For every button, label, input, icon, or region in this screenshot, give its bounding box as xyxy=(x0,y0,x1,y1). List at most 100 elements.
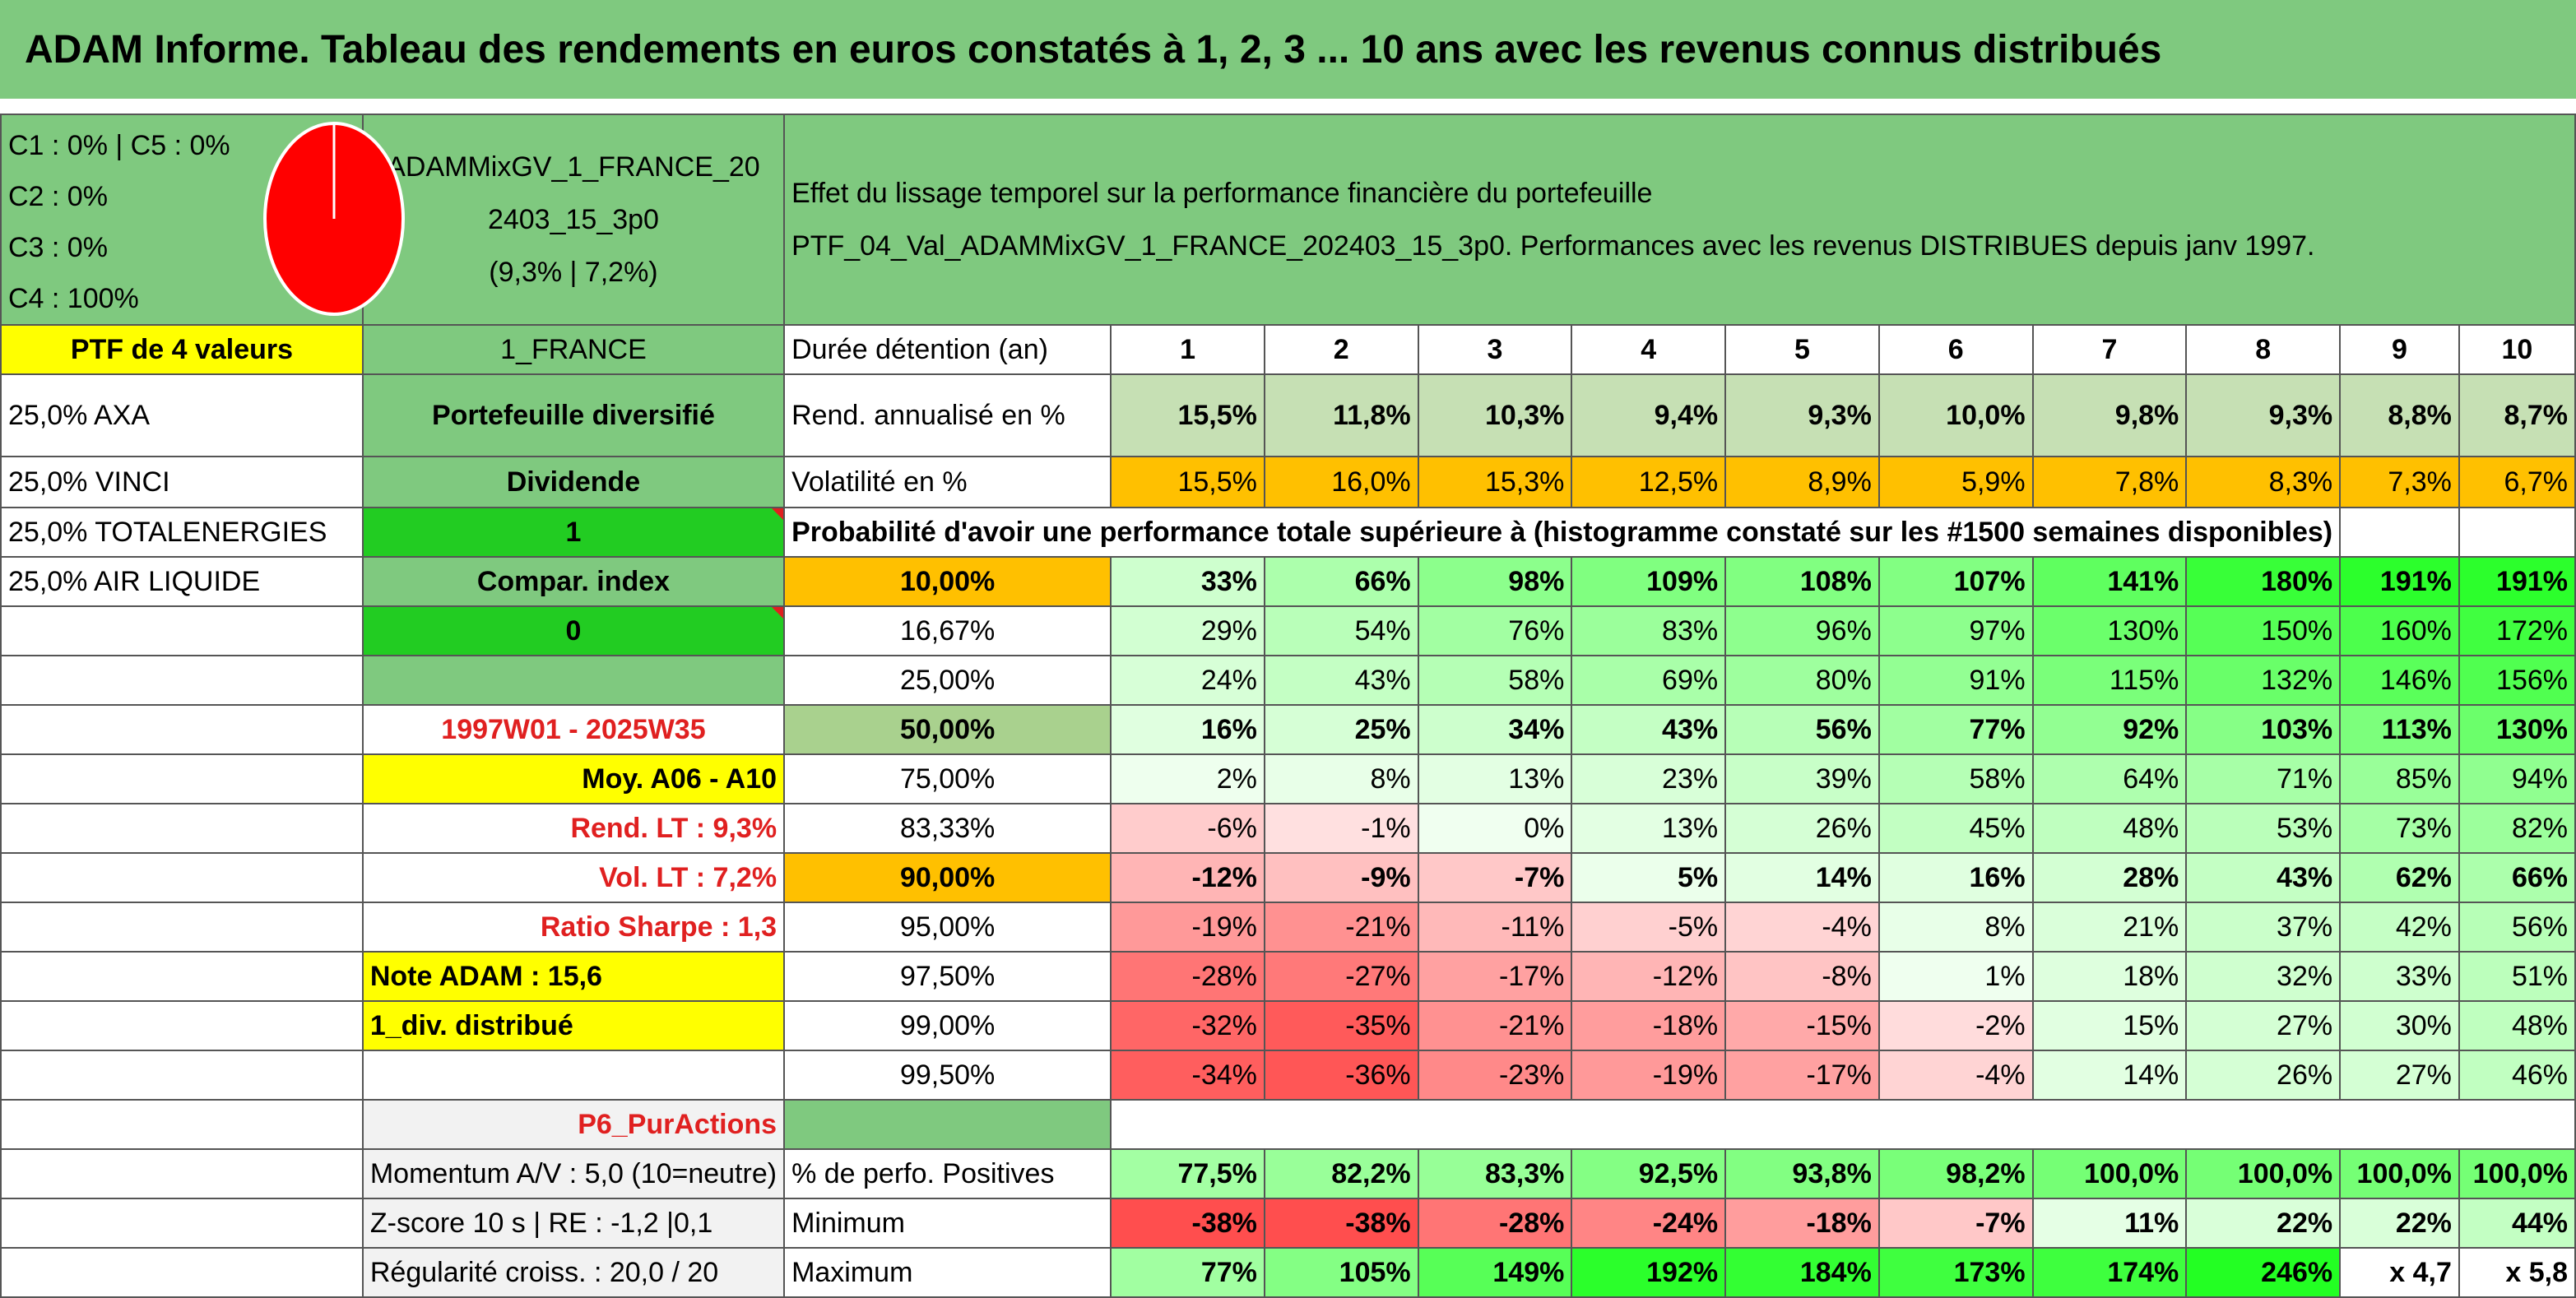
rend-value: 9,4% xyxy=(1571,373,1727,457)
portfolio-name-line: ADAMMixGV_1_FRANCE_20 xyxy=(387,151,760,183)
compar-label: Compar. index xyxy=(361,556,786,607)
prob-value: 172% xyxy=(2458,605,2576,656)
sharpe-label: Ratio Sharpe : 1,3 xyxy=(361,902,786,953)
prob-value: 14% xyxy=(1724,852,1880,903)
table-row: Z-score 10 s | RE : -1,2 |0,1 Minimum -38%… xyxy=(0,1198,2576,1249)
pos-value: 100,0% xyxy=(2185,1148,2342,1199)
description-line: PTF_04_Val_ADAMMixGV_1_FRANCE_202403_15_… xyxy=(791,230,2315,262)
prob-value: 37% xyxy=(2185,902,2342,953)
table-row: 1_div. distribué 99,00% -32% -35% -21% -18% -1… xyxy=(0,1000,2576,1051)
table-row: 25,0% AIR LIQUIDE Compar. index 10,00% 33% 6… xyxy=(0,556,2576,607)
pos-value: 82,2% xyxy=(1263,1148,1419,1199)
prob-value: 33% xyxy=(2339,951,2460,1002)
rend-label: Rend. annualisé en % xyxy=(783,373,1112,457)
pos-value: 100,0% xyxy=(2031,1148,2188,1199)
prob-value: -27% xyxy=(1263,951,1419,1002)
prob-value: 66% xyxy=(2458,852,2576,903)
empty-cell xyxy=(0,852,364,903)
vol-value: 15,3% xyxy=(1417,456,1573,508)
prob-value: 25% xyxy=(1263,704,1419,755)
dividend-label: Dividende xyxy=(361,456,786,508)
portfolio-type-label: Portefeuille diversifié xyxy=(361,373,786,457)
prob-value: 103% xyxy=(2185,704,2342,755)
prob-value: -21% xyxy=(1417,1000,1573,1051)
composition-line: C3 : 0% xyxy=(8,232,108,263)
performance-table: C1 : 0% | C5 : 0% C2 : 0% C3 : 0% C4 : 100%… xyxy=(0,114,2576,1298)
prob-value: -35% xyxy=(1263,1000,1419,1051)
prob-value: 130% xyxy=(2031,605,2188,656)
prob-value: 80% xyxy=(1724,655,1880,706)
prob-threshold: 97,50% xyxy=(783,951,1112,1002)
year-header: 1 xyxy=(1110,324,1265,375)
empty-cell xyxy=(0,1148,364,1199)
prob-value: 58% xyxy=(1417,655,1573,706)
table-row: Régularité croiss. : 20,0 / 20 Maximum 77%… xyxy=(0,1247,2576,1298)
table-row: Momentum A/V : 5,0 (10=neutre)% de perfo… xyxy=(0,1148,2576,1199)
holding-item: 25,0% AIR LIQUIDE xyxy=(0,556,364,607)
rend-value: 10,0% xyxy=(1877,373,2034,457)
description-cell: Effet du lissage temporel sur la perform… xyxy=(783,114,2576,326)
prob-value: 150% xyxy=(2185,605,2342,656)
composition-line: C1 : 0% | C5 : 0% xyxy=(8,130,230,161)
table-row: 25,0% AXA Portefeuille diversifié Rend. an… xyxy=(0,373,2576,457)
prob-value: 46% xyxy=(2458,1050,2576,1101)
year-header: 7 xyxy=(2031,324,2188,375)
pos-value: 83,3% xyxy=(1417,1148,1573,1199)
rend-value: 9,3% xyxy=(2185,373,2342,457)
prob-value: 34% xyxy=(1417,704,1573,755)
prob-value: 16% xyxy=(1877,852,2034,903)
empty-cell xyxy=(0,1000,364,1051)
prob-value: 82% xyxy=(2458,803,2576,854)
prob-value: 8% xyxy=(1263,753,1419,804)
prob-value: -2% xyxy=(1877,1000,2034,1051)
empty-cell xyxy=(0,753,364,804)
description-line: Effet du lissage temporel sur la perform… xyxy=(791,178,1653,209)
prob-value: 27% xyxy=(2185,1000,2342,1051)
empty-cell xyxy=(0,902,364,953)
min-value: -18% xyxy=(1724,1198,1880,1249)
prob-value: 48% xyxy=(2458,1000,2576,1051)
portfolio-name-cell: ADAMMixGV_1_FRANCE_20 2403_15_3p0 (9,3% | … xyxy=(361,114,786,326)
max-value: 246% xyxy=(2185,1247,2342,1298)
year-header: 4 xyxy=(1571,324,1727,375)
prob-value: 23% xyxy=(1571,753,1727,804)
page-title: ADAM Informe. Tableau des rendements en … xyxy=(25,27,2162,72)
max-value: 174% xyxy=(2031,1247,2188,1298)
prob-value: 39% xyxy=(1724,753,1880,804)
portfolio-name-line: 2403_15_3p0 xyxy=(487,204,659,235)
vol-value: 5,9% xyxy=(1877,456,2034,508)
max-label: Maximum xyxy=(783,1247,1112,1298)
prob-value: -21% xyxy=(1263,902,1419,953)
prob-value: 16% xyxy=(1110,704,1265,755)
table-row: Vol. LT : 7,2% 90,00% -12% -9% -7% 5% 14% 16% 28… xyxy=(0,852,2576,903)
prob-value: -5% xyxy=(1571,902,1727,953)
prob-value: -28% xyxy=(1110,951,1265,1002)
prob-value: 97% xyxy=(1877,605,2034,656)
min-value: -38% xyxy=(1263,1198,1419,1249)
empty-cell xyxy=(0,1050,364,1101)
vol-value: 15,5% xyxy=(1110,456,1265,508)
prob-value: -17% xyxy=(1417,951,1573,1002)
prob-value: 45% xyxy=(1877,803,2034,854)
prob-value: -1% xyxy=(1263,803,1419,854)
prob-value: 141% xyxy=(2031,556,2188,607)
prob-value: -23% xyxy=(1417,1050,1573,1101)
max-value: 184% xyxy=(1724,1247,1880,1298)
prob-value: 94% xyxy=(2458,753,2576,804)
prob-value: 1% xyxy=(1877,951,2034,1002)
prob-threshold: 95,00% xyxy=(783,902,1112,953)
composition-line: C4 : 100% xyxy=(8,283,139,314)
pos-value: 100,0% xyxy=(2339,1148,2460,1199)
prob-value: 43% xyxy=(1571,704,1727,755)
prob-value: 21% xyxy=(2031,902,2188,953)
min-value: 22% xyxy=(2339,1198,2460,1249)
table-row: Moy. A06 - A10 75,00% 2% 8% 13% 23% 39% 58% 64% 7… xyxy=(0,753,2576,804)
min-value: 44% xyxy=(2458,1198,2576,1249)
prob-value: 92% xyxy=(2031,704,2188,755)
prob-value: 43% xyxy=(2185,852,2342,903)
rend-value: 9,8% xyxy=(2031,373,2188,457)
prob-value: -32% xyxy=(1110,1000,1265,1051)
div-distrib-label: 1_div. distribué xyxy=(361,1000,786,1051)
separator xyxy=(0,99,2576,114)
prob-value: 56% xyxy=(2458,902,2576,953)
